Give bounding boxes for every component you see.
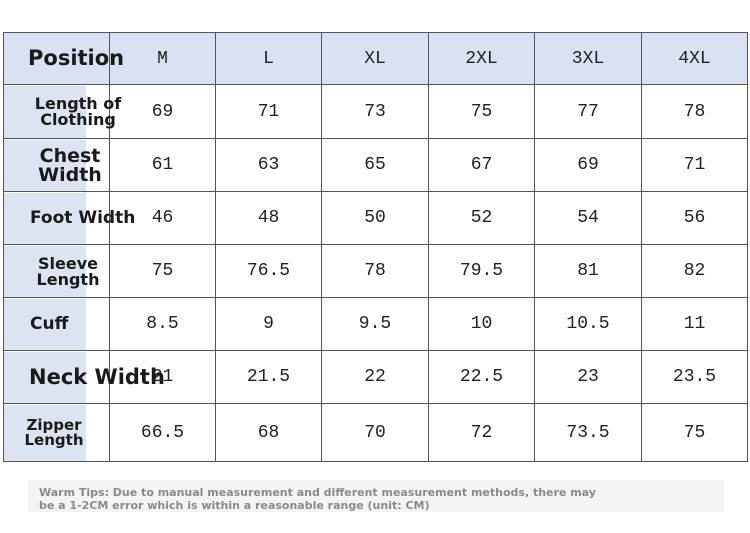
row-label: Cuff [30,314,69,334]
measure-value: 9.5 [322,298,429,351]
measure-value: 56 [642,192,748,245]
row-label: Chest Width [38,144,102,186]
measure-value: 10 [429,298,535,351]
measure-value: 78 [322,245,429,298]
measure-value: 9 [216,298,322,351]
measure-value: 72 [429,404,535,462]
label-bg [4,299,86,350]
measure-value: 79.5 [429,245,535,298]
label-bg [4,33,86,84]
size-header: M [110,32,216,85]
row-label: Foot Width [30,208,136,228]
measure-value: 54 [535,192,642,245]
measure-value: 71 [642,139,748,192]
measure-value: 69 [535,139,642,192]
label-cell [3,85,110,139]
header-label: Position [28,46,125,70]
measure-value: 73.5 [535,404,642,462]
label-cell [3,139,110,192]
measure-value: 46 [110,192,216,245]
label-cell [3,351,110,404]
measure-value: 22.5 [429,351,535,404]
measure-value: 8.5 [110,298,216,351]
measure-value: 75 [642,404,748,462]
label-bg [4,86,86,138]
row-label: Sleeve Length [36,253,100,289]
row-label: Neck Width [29,365,165,389]
label-bg [4,246,86,297]
warm-tips-text: Warm Tips: Due to manual measurement and… [39,486,596,512]
measure-value: 78 [642,85,748,139]
measure-value: 73 [322,85,429,139]
label-bg [4,193,86,244]
size-header: 4XL [642,32,748,85]
measure-value: 21 [110,351,216,404]
size-header: 2XL [429,32,535,85]
measure-value: 75 [110,245,216,298]
measure-value: 81 [535,245,642,298]
measure-value: 68 [216,404,322,462]
measure-value: 65 [322,139,429,192]
measure-value: 48 [216,192,322,245]
measure-value: 69 [110,85,216,139]
label-cell [3,298,110,351]
measure-value: 10.5 [535,298,642,351]
measure-value: 75 [429,85,535,139]
label-bg [4,352,86,403]
measure-value: 77 [535,85,642,139]
measure-value: 61 [110,139,216,192]
measure-value: 76.5 [216,245,322,298]
measure-value: 11 [642,298,748,351]
label-cell [3,192,110,245]
row-label: Zipper Length [24,416,84,449]
size-header: 3XL [535,32,642,85]
measure-value: 52 [429,192,535,245]
size-header: L [216,32,322,85]
measure-value: 23.5 [642,351,748,404]
label-cell [3,245,110,298]
measure-value: 70 [322,404,429,462]
measure-value: 23 [535,351,642,404]
warm-tips: Warm Tips: Due to manual measurement and… [28,480,724,512]
measure-value: 50 [322,192,429,245]
label-bg [4,405,86,461]
measure-value: 22 [322,351,429,404]
measure-value: 71 [216,85,322,139]
measure-value: 66.5 [110,404,216,462]
label-bg [4,140,86,191]
measure-value: 63 [216,139,322,192]
row-label: Length of Clothing [34,94,122,129]
size-header: XL [322,32,429,85]
measure-value: 67 [429,139,535,192]
measure-value: 82 [642,245,748,298]
measure-value: 21.5 [216,351,322,404]
label-cell [3,404,110,462]
